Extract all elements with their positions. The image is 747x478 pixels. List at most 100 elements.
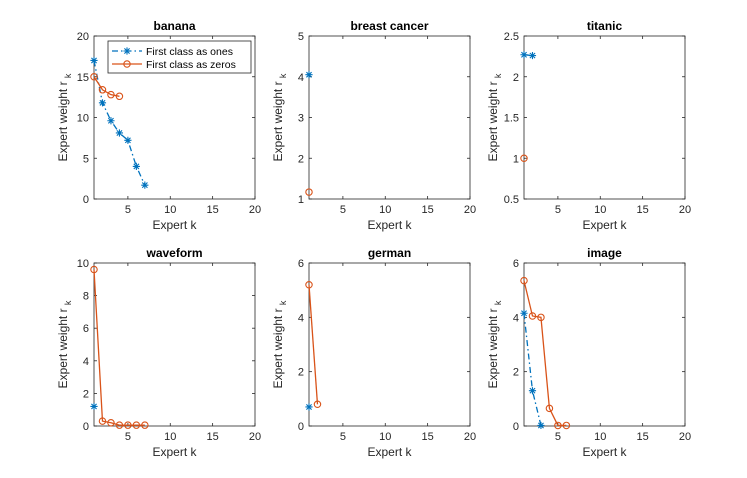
- series-zeros: [520, 154, 528, 163]
- x-axis-label: Expert k: [582, 218, 627, 232]
- y-axis-label: Expert weight r k: [56, 73, 73, 161]
- y-tick-label: 10: [77, 113, 89, 125]
- x-tick-label: 10: [379, 431, 391, 443]
- data-point-zeros: [141, 421, 149, 429]
- axes-frame: [523, 262, 686, 427]
- x-tick-label: 10: [379, 204, 391, 216]
- x-tick-label: 20: [679, 431, 691, 443]
- y-tick-label: 0: [298, 421, 304, 433]
- x-tick-label: 15: [422, 431, 434, 443]
- x-tick-label: 10: [594, 431, 606, 443]
- y-tick-label: 5: [298, 31, 304, 43]
- series-ones: [520, 309, 545, 430]
- data-point-zeros: [562, 421, 571, 430]
- data-point-zeros: [115, 421, 124, 429]
- data-point-ones: [132, 162, 140, 170]
- data-point-zeros: [305, 188, 313, 196]
- series-zeros: [305, 280, 322, 409]
- y-axis-label-subscript: k: [493, 300, 503, 305]
- y-tick-label: 6: [298, 258, 304, 270]
- legend-zeros-marker: [123, 60, 131, 68]
- data-point-zeros: [528, 312, 537, 320]
- y-axis-label-main: Expert weight r: [486, 305, 500, 388]
- y-tick-label: 1: [298, 194, 304, 206]
- data-point-zeros: [520, 154, 528, 163]
- data-point-zeros: [554, 421, 562, 430]
- y-axis-label-main: Expert weight r: [271, 305, 285, 388]
- data-point-ones: [98, 99, 107, 107]
- legend-box: [107, 40, 252, 74]
- y-tick-label: 15: [77, 72, 89, 84]
- x-tick-label: 15: [637, 204, 649, 216]
- data-point-ones: [141, 181, 149, 189]
- y-axis-label: Expert weight r k: [56, 300, 73, 388]
- x-axis-label: Expert k: [152, 218, 197, 232]
- y-axis-label: Expert weight r k: [486, 73, 503, 161]
- y-tick-label: 3: [298, 113, 304, 125]
- series-zeros: [520, 276, 571, 430]
- y-tick-label: 20: [77, 31, 89, 43]
- y-tick-label: 4: [298, 72, 304, 84]
- subplot-title: breast cancer: [350, 19, 428, 33]
- data-point-ones: [528, 387, 537, 395]
- subplot-title: titanic: [587, 19, 623, 33]
- y-tick-label: 6: [83, 323, 89, 335]
- y-tick-label: 2: [298, 153, 304, 165]
- series-zeros-line: [308, 284, 319, 405]
- x-axis-label: Expert k: [582, 445, 627, 459]
- y-tick-label: 2: [513, 367, 519, 379]
- y-tick-label: 0.5: [504, 194, 519, 206]
- data-point-zeros: [107, 418, 115, 427]
- y-axis-label-main: Expert weight r: [271, 78, 285, 161]
- x-axis-label: Expert k: [367, 218, 412, 232]
- legend-ones-marker: [123, 47, 131, 55]
- data-point-ones: [520, 309, 528, 317]
- legend-ones-label: First class as ones: [146, 46, 233, 58]
- series-ones: [305, 403, 313, 411]
- y-axis-label-main: Expert weight r: [486, 78, 500, 161]
- x-tick-label: 5: [555, 204, 561, 216]
- x-tick-label: 20: [464, 431, 476, 443]
- series-zeros: [90, 73, 124, 101]
- x-tick-label: 5: [125, 204, 131, 216]
- legend-zeros-label: First class as zeros: [146, 59, 236, 71]
- y-tick-label: 4: [83, 356, 89, 368]
- data-point-zeros: [115, 92, 124, 101]
- y-axis-label-main: Expert weight r: [56, 305, 70, 388]
- y-tick-label: 2: [298, 367, 304, 379]
- x-tick-label: 15: [207, 431, 219, 443]
- subplot-title: banana: [153, 19, 195, 33]
- axes-frame: [308, 262, 471, 427]
- data-point-ones: [124, 136, 132, 144]
- x-tick-label: 5: [125, 431, 131, 443]
- y-axis-label-subscript: k: [493, 73, 503, 78]
- data-point-zeros: [107, 90, 115, 99]
- series-zeros-line: [93, 76, 120, 97]
- series-ones: [90, 402, 98, 411]
- data-point-ones: [528, 51, 537, 60]
- y-tick-label: 6: [513, 258, 519, 270]
- x-tick-label: 10: [164, 431, 176, 443]
- subplot-image: 5 10 15 20 0 2 4 6 image Expert k Expert weight r …: [486, 246, 691, 459]
- y-tick-label: 1: [513, 153, 519, 165]
- series-ones: [520, 51, 537, 60]
- y-axis-label-subscript: k: [278, 300, 288, 305]
- x-tick-label: 15: [207, 204, 219, 216]
- data-point-zeros: [98, 86, 107, 94]
- data-point-zeros: [90, 265, 98, 274]
- series-zeros-line: [523, 280, 567, 427]
- series-zeros: [90, 265, 149, 429]
- data-point-ones: [90, 56, 98, 65]
- subplot-breast-cancer: 5 10 15 20 1 2 3 4 5 breast cancer Expert k Expert …: [271, 19, 476, 232]
- series-ones: [305, 71, 313, 79]
- y-axis-label: Expert weight r k: [486, 300, 503, 388]
- subplot-title: image: [587, 246, 622, 260]
- data-point-ones: [107, 117, 115, 125]
- subplot-titanic: 5 10 15 20 0.5 1 1.5 2 2.5 titanic Expert k Expert …: [486, 19, 691, 232]
- data-point-ones: [305, 403, 313, 411]
- subplot-title: waveform: [145, 246, 202, 260]
- data-point-zeros: [305, 280, 313, 289]
